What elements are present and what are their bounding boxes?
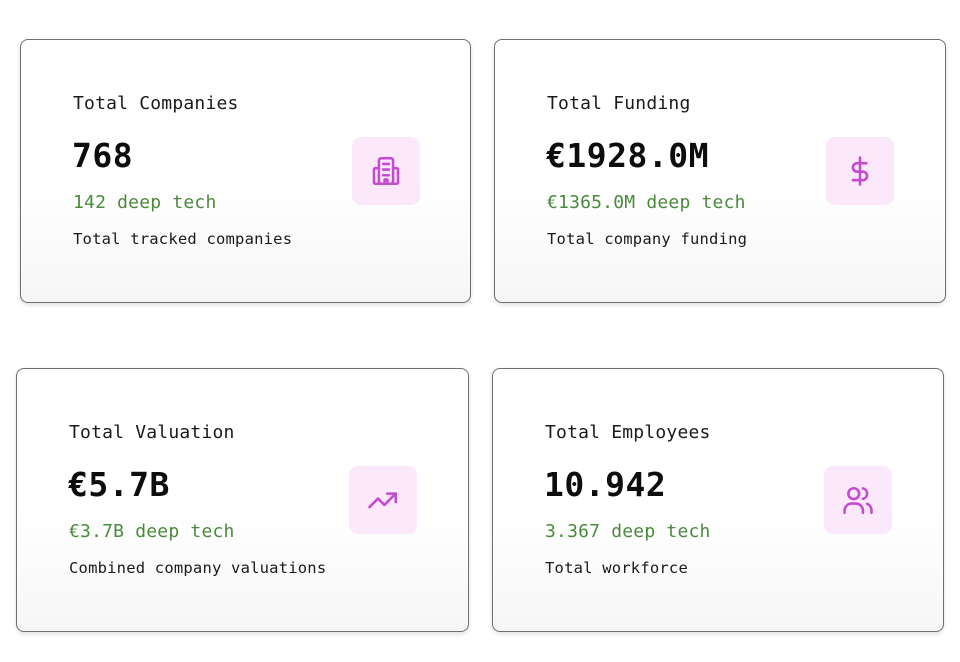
stat-value: €1928.0M — [546, 136, 709, 175]
stat-label: Total Companies — [73, 93, 239, 114]
building-icon — [352, 137, 420, 205]
stat-card-total-companies: Total Companies 768 142 deep tech Total … — [20, 39, 471, 303]
stat-description: Combined company valuations — [69, 559, 327, 577]
stat-description: Total company funding — [547, 230, 748, 248]
stat-card-total-funding: Total Funding €1928.0M €1365.0M deep tec… — [494, 39, 946, 303]
users-icon — [824, 466, 892, 534]
stat-value: €5.7B — [68, 465, 170, 504]
stat-label: Total Funding — [547, 93, 691, 114]
stat-card-total-employees: Total Employees 10.942 3.367 deep tech T… — [492, 368, 944, 632]
stat-deep-tech: €3.7B deep tech — [69, 521, 235, 542]
stat-card-total-valuation: Total Valuation €5.7B €3.7B deep tech Co… — [16, 368, 469, 632]
dollar-icon — [826, 137, 894, 205]
stat-description: Total tracked companies — [73, 230, 293, 248]
stat-deep-tech: €1365.0M deep tech — [547, 192, 746, 213]
stat-label: Total Employees — [545, 422, 711, 443]
stat-deep-tech: 142 deep tech — [73, 192, 217, 213]
stat-value: 768 — [72, 136, 134, 175]
stat-value: 10.942 — [544, 465, 667, 504]
stat-label: Total Valuation — [69, 422, 235, 443]
stat-deep-tech: 3.367 deep tech — [545, 521, 711, 542]
trending-up-icon — [349, 466, 417, 534]
stat-description: Total workforce — [545, 559, 688, 577]
